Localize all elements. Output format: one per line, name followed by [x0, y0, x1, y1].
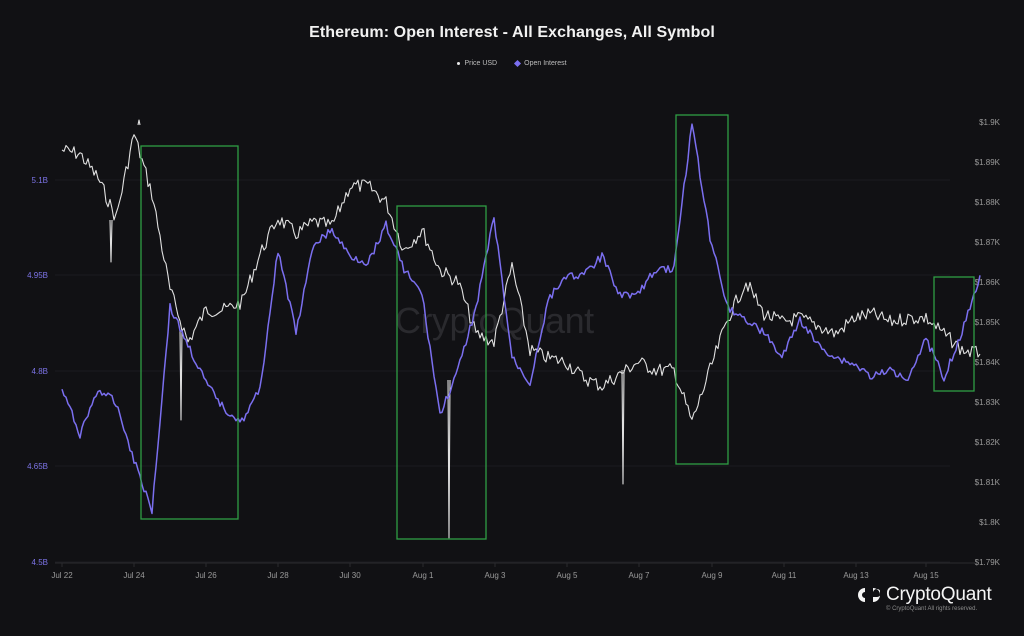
- x-axis-tick: Aug 3: [485, 571, 506, 580]
- legend-label-open-interest: Open Interest: [524, 60, 567, 67]
- left-axis-tick: 5.1B: [32, 176, 48, 185]
- highlight-box: [933, 276, 975, 392]
- legend-item-price[interactable]: Price USD: [457, 60, 497, 67]
- x-axis-dates: Jul 22 Jul 24 Jul 26 Jul 28 Jul 30 Aug 1 Aug 3…: [51, 562, 975, 580]
- x-axis-tick: Aug 11: [772, 571, 797, 580]
- brand-logo-block: CryptoQuant: [858, 584, 992, 606]
- right-axis-tick: $1.85K: [975, 318, 1001, 327]
- x-axis-tick: Jul 30: [339, 571, 361, 580]
- right-axis-tick: $1.9K: [979, 118, 1001, 127]
- right-axis-tick: $1.87K: [975, 238, 1001, 247]
- right-axis-tick: $1.88K: [975, 198, 1001, 207]
- right-axis-tick: $1.84K: [975, 358, 1001, 367]
- right-axis-tick: $1.89K: [975, 158, 1001, 167]
- price-dot-icon: [457, 62, 461, 65]
- left-axis-tick: 4.65B: [27, 462, 48, 471]
- brand-name: CryptoQuant: [886, 584, 992, 605]
- right-axis-tick: $1.81K: [975, 478, 1001, 487]
- right-axis-tick: $1.83K: [975, 398, 1001, 407]
- x-axis-tick: Aug 15: [913, 571, 939, 580]
- right-axis-tick: $1.82K: [975, 438, 1001, 447]
- x-axis-tick: Aug 13: [843, 571, 869, 580]
- x-axis-tick: Aug 1: [413, 571, 434, 580]
- open-interest-line: [61, 123, 981, 515]
- left-axis-open-interest: 5.1B 4.95B 4.8B 4.65B 4.5B: [27, 176, 48, 567]
- gridlines: [55, 179, 950, 563]
- right-axis-tick: $1.8K: [979, 518, 1001, 527]
- x-axis-tick: Jul 26: [195, 571, 217, 580]
- x-axis-tick: Jul 22: [51, 571, 73, 580]
- right-axis-tick: $1.79K: [975, 558, 1001, 567]
- x-axis-tick: Aug 9: [702, 571, 723, 580]
- copyright-text: © CryptoQuant All rights reserved.: [886, 606, 978, 612]
- price-usd-line: [61, 119, 981, 539]
- highlight-box: [140, 145, 239, 520]
- x-axis-tick: Jul 28: [267, 571, 289, 580]
- legend-item-open-interest[interactable]: Open Interest: [514, 59, 567, 68]
- left-axis-tick: 4.8B: [32, 367, 48, 376]
- x-axis-tick: Jul 24: [123, 571, 145, 580]
- chart-legend: Price USD Open Interest: [0, 59, 1024, 68]
- legend-label-price: Price USD: [464, 60, 498, 67]
- left-axis-tick: 4.95B: [27, 271, 48, 280]
- chart-title: Ethereum: Open Interest - All Exchanges,…: [309, 24, 715, 41]
- left-axis-tick: 4.5B: [32, 558, 48, 567]
- x-axis-tick: Aug 5: [557, 571, 578, 580]
- cryptoquant-logo-icon: [858, 588, 880, 602]
- highlight-boxes: [140, 114, 975, 540]
- right-axis-tick: $1.86K: [975, 278, 1001, 287]
- highlight-box: [675, 114, 729, 465]
- highlight-box: [396, 205, 487, 540]
- x-axis-tick: Aug 7: [629, 571, 650, 580]
- right-axis-price: $1.9K $1.89K $1.88K $1.87K $1.86K $1.85K $1.84…: [975, 118, 1001, 567]
